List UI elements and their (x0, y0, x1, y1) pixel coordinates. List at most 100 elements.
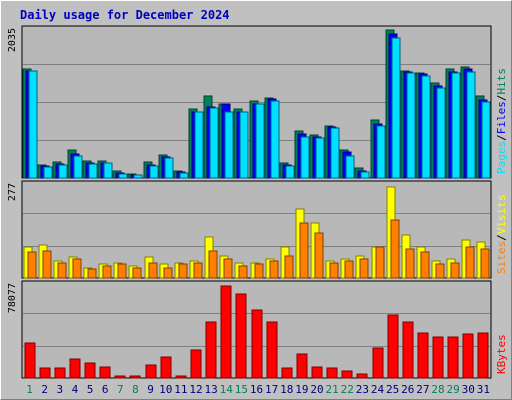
day-label-16: 16 (250, 383, 263, 396)
bar-sites-day-3 (57, 262, 67, 279)
bar-pages-day-5 (88, 163, 98, 179)
bar-kbytes-day-22 (341, 370, 353, 379)
panel-kbytes: 78077 KBytes (7, 280, 508, 379)
bar-pages-day-14 (224, 111, 234, 179)
bar-kbytes-day-27 (417, 332, 429, 379)
day-label-31: 31 (477, 383, 490, 396)
bar-kbytes-day-24 (372, 347, 384, 379)
bar-sites-day-27 (420, 251, 430, 279)
day-label-7: 7 (117, 383, 124, 396)
bar-kbytes-day-29 (447, 336, 459, 379)
bar-pages-day-4 (73, 155, 83, 179)
bar-sites-day-9 (148, 262, 158, 279)
legend-sites: Sites (495, 241, 508, 274)
bar-pages-day-9 (149, 165, 159, 179)
day-label-29: 29 (447, 383, 460, 396)
day-label-27: 27 (416, 383, 429, 396)
bar-sites-day-5 (87, 268, 97, 279)
bar-pages-day-25 (391, 37, 401, 179)
bar-sites-day-18 (284, 255, 294, 279)
bar-kbytes-day-18 (281, 367, 293, 379)
bar-sites-day-26 (405, 248, 415, 279)
bar-sites-day-12 (193, 262, 203, 279)
day-label-10: 10 (159, 383, 172, 396)
bar-pages-day-21 (330, 127, 340, 179)
bar-sites-day-4 (72, 258, 82, 279)
bar-pages-day-18 (285, 165, 295, 179)
bar-sites-day-15 (238, 265, 248, 279)
bar-sites-day-28 (435, 263, 445, 279)
bar-pages-day-26 (406, 72, 416, 179)
bar-pages-day-15 (239, 111, 249, 179)
bar-pages-day-31 (481, 101, 491, 179)
bar-sites-day-16 (254, 263, 264, 279)
day-label-28: 28 (431, 383, 444, 396)
day-label-30: 30 (462, 383, 475, 396)
bar-sites-day-17 (269, 260, 279, 279)
day-label-18: 18 (280, 383, 293, 396)
bar-kbytes-day-23 (356, 373, 368, 379)
bar-sites-day-2 (42, 250, 52, 279)
day-label-20: 20 (310, 383, 323, 396)
bar-pages-day-17 (270, 100, 280, 179)
bar-sites-day-10 (163, 267, 173, 279)
x-axis-labels: 1 2 3 4 5 6 7 8 9 10 11 12 13 14 15 16 17 18 19 20 21 22 23 24 2… (26, 383, 490, 396)
bar-sites-day-14 (223, 258, 233, 279)
bar-pages-day-22 (345, 155, 355, 179)
bar-sites-day-24 (375, 246, 385, 279)
day-label-3: 3 (57, 383, 64, 396)
day-label-24: 24 (371, 383, 385, 396)
bar-sites-day-21 (329, 262, 339, 279)
day-label-8: 8 (132, 383, 139, 396)
bar-pages-day-7 (118, 173, 128, 179)
panel-hits-files-pages: 2035 Pages/Files/Hits (7, 25, 508, 179)
bar-kbytes-day-21 (326, 367, 338, 379)
bar-kbytes-day-7 (114, 375, 126, 379)
bar-pages-day-6 (103, 162, 113, 179)
bar-sites-day-11 (178, 263, 188, 279)
legend-hits: Hits (495, 68, 508, 95)
bar-sites-day-25 (390, 219, 400, 279)
bar-pages-day-20 (315, 137, 325, 179)
day-label-26: 26 (401, 383, 414, 396)
bar-kbytes-day-10 (160, 356, 172, 379)
bar-pages-day-10 (164, 157, 174, 179)
bar-kbytes-day-9 (145, 364, 157, 379)
ymax-label: 2035 (7, 28, 18, 52)
bar-kbytes-day-25 (387, 314, 399, 379)
day-label-6: 6 (102, 383, 109, 396)
bar-sites-day-22 (344, 260, 354, 279)
legend-separator: / (495, 95, 508, 102)
bar-kbytes-day-16 (251, 309, 263, 379)
bar-kbytes-day-6 (99, 366, 111, 379)
legend-visits-sites: Sites/Visits (495, 195, 508, 275)
day-label-25: 25 (386, 383, 399, 396)
day-label-2: 2 (41, 383, 48, 396)
legend-files: Files (495, 101, 508, 134)
day-label-4: 4 (72, 383, 79, 396)
day-label-1: 1 (26, 383, 33, 396)
bar-kbytes-day-15 (235, 293, 247, 379)
bar-kbytes-day-5 (84, 362, 96, 379)
bar-pages-day-30 (466, 71, 476, 179)
bar-sites-day-8 (132, 267, 142, 279)
bar-kbytes-day-17 (266, 321, 278, 379)
legend-hits-files-pages: Pages/Files/Hits (495, 68, 508, 174)
bar-sites-day-30 (465, 246, 475, 279)
bar-pages-day-11 (179, 172, 189, 179)
bar-kbytes-day-20 (311, 366, 323, 379)
bar-pages-day-2 (43, 166, 53, 179)
bar-kbytes-day-19 (296, 353, 308, 379)
bar-pages-day-3 (58, 164, 68, 179)
bar-kbytes-day-2 (39, 367, 51, 379)
legend-separator: / (495, 134, 508, 141)
bar-kbytes-day-1 (24, 342, 36, 379)
legend-kbytes: KBytes (495, 334, 508, 374)
bar-kbytes-day-30 (462, 333, 474, 379)
bar-pages-day-29 (451, 72, 461, 179)
bar-kbytes-day-12 (190, 349, 202, 379)
day-label-15: 15 (235, 383, 248, 396)
day-label-13: 13 (204, 383, 217, 396)
